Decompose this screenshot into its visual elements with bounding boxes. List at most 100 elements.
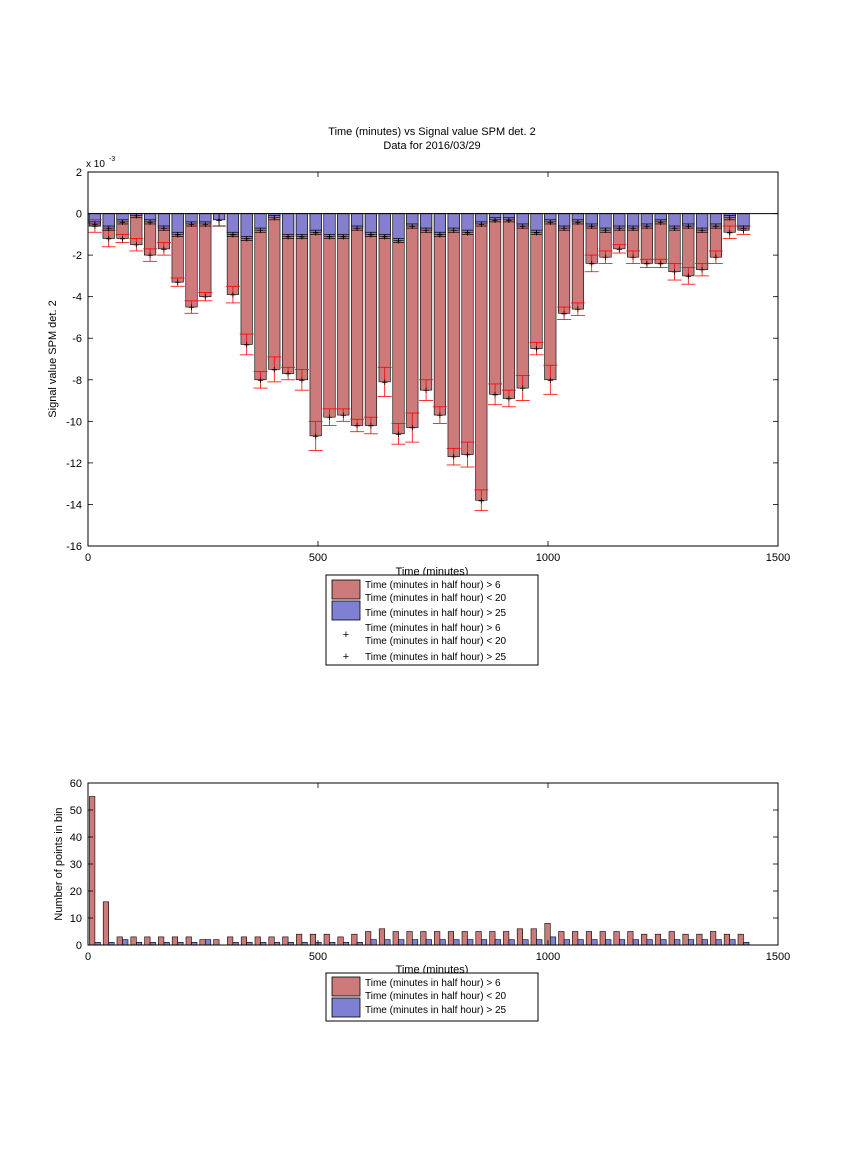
bottom-bar-blue: [563, 939, 570, 946]
top-marker-blue: +: [478, 219, 484, 231]
top-marker-red: +: [174, 277, 180, 289]
top-legend: Time (minutes in half hour) > 6 Time (min…: [325, 574, 539, 666]
bottom-bar-red: [572, 931, 579, 946]
top-marker-red: +: [506, 393, 512, 405]
bottom-x-tick-label: 1000: [536, 951, 560, 963]
bottom-bar-red: [144, 936, 151, 946]
top-marker-red: +: [616, 244, 622, 256]
top-marker-red: +: [271, 364, 277, 376]
top-marker-blue: +: [105, 223, 111, 235]
top-marker-red: +: [312, 431, 318, 443]
top-marker-red: +: [299, 375, 305, 387]
top-marker-red: +: [133, 240, 139, 252]
top-y-tick-label: -14: [66, 499, 82, 511]
bottom-y-tick-label: 0: [76, 940, 82, 952]
top-marker-blue: +: [285, 231, 291, 243]
top-marker-red: +: [644, 258, 650, 270]
top-marker-blue: +: [188, 219, 194, 231]
top-y-tick-label: 0: [76, 209, 82, 221]
top-bar-red: [489, 213, 502, 395]
top-y-tick-label: -6: [72, 333, 82, 345]
top-marker-red: +: [285, 369, 291, 381]
bottom-bar-red: [516, 928, 524, 946]
bottom-bar-blue: [384, 939, 391, 946]
bottom-bar-red: [599, 931, 606, 946]
bottom-bar-red: [351, 933, 358, 946]
bottom-bar-blue: [549, 936, 557, 946]
top-y-exponent: x 10 -3: [86, 156, 115, 170]
top-legend-label-1a: Time (minutes in half hour) > 6 Time (min…: [365, 580, 507, 604]
bottom-bar-blue: [425, 939, 432, 946]
bottom-bar-blue: [536, 939, 543, 946]
top-marker-red: +: [423, 385, 429, 397]
top-marker-red: +: [354, 420, 360, 432]
top-marker-red: +: [437, 410, 443, 422]
bottom-bar-red: [627, 931, 634, 946]
top-marker-blue: +: [147, 217, 153, 229]
bottom-bar-blue: [591, 939, 598, 946]
top-marker-blue: +: [644, 221, 650, 233]
bottom-y-axis-label: Number of points in bin: [53, 807, 65, 920]
top-legend-label-3a: Time (minutes in half hour) > 6 Time (min…: [365, 623, 507, 647]
bottom-bar-red: [544, 923, 551, 946]
top-legend-swatch-blue: [331, 600, 361, 621]
top-y-tick-label: -2: [72, 250, 82, 262]
top-marker-red: +: [230, 290, 236, 302]
top-bar-red: [475, 213, 488, 501]
top-bar-red: [309, 213, 322, 437]
top-marker-blue: +: [602, 225, 608, 237]
top-bar-red: [337, 213, 350, 416]
bottom-bar-red: [254, 936, 261, 946]
top-marker-red: +: [257, 375, 263, 387]
top-marker-red: +: [161, 244, 167, 256]
top-marker-blue: +: [547, 217, 553, 229]
bottom-legend-box: [325, 972, 539, 1022]
top-marker-blue: +: [671, 223, 677, 235]
bottom-bar-red: [392, 931, 399, 946]
legend-line: Time (minutes in half hour) < 20: [365, 636, 507, 647]
top-marker-red: +: [547, 375, 553, 387]
top-marker-blue: +: [616, 223, 622, 235]
top-bars-layer: [88, 213, 750, 501]
bottom-bar-red: [654, 933, 662, 946]
top-legend-marker-red: +: [343, 629, 349, 641]
top-marker-blue: +: [519, 221, 525, 233]
top-bar-red: [351, 213, 364, 426]
top-y-exponent-base: x 10: [86, 159, 105, 170]
bottom-bar-blue: [439, 939, 446, 946]
top-marker-blue: +: [312, 227, 318, 239]
top-legend-marker-blue: +: [343, 651, 349, 663]
bottom-bar-blue: [370, 939, 377, 946]
top-marker-red: +: [340, 410, 346, 422]
top-marker-blue: +: [368, 229, 374, 241]
top-x-tick-label: 1000: [536, 552, 560, 564]
top-marker-blue: +: [326, 231, 332, 243]
legend-line: Time (minutes in half hour) < 20: [365, 991, 507, 1002]
top-legend-label-2: Time (minutes in half hour) > 25: [365, 608, 507, 619]
bottom-bar-red: [434, 931, 441, 946]
bottom-bar-blue: [687, 939, 695, 946]
top-marker-red: +: [533, 344, 539, 356]
bottom-bar-red: [406, 931, 413, 946]
top-bar-red: [254, 213, 267, 381]
top-y-tick-label: -4: [72, 292, 82, 304]
bottom-x-tick-label: 1500: [766, 951, 790, 963]
top-marker-red: +: [450, 452, 456, 464]
top-marker-red: +: [243, 339, 249, 351]
bottom-bar-red: [116, 936, 123, 946]
bottom-bar-red: [641, 933, 648, 946]
top-marker-red: +: [119, 233, 125, 245]
top-marker-red: +: [699, 265, 705, 277]
top-legend-label-4: Time (minutes in half hour) > 25: [365, 652, 507, 663]
top-marker-blue: +: [409, 221, 415, 233]
top-bar-red: [461, 213, 474, 455]
top-marker-red: +: [368, 420, 374, 432]
bottom-bar-blue: [660, 939, 667, 946]
top-marker-red: +: [519, 383, 525, 395]
bottom-bar-red: [282, 936, 289, 946]
bottom-y-tick-label: 30: [70, 859, 82, 871]
top-marker-blue: +: [533, 227, 539, 239]
top-marker-blue: +: [657, 217, 663, 229]
bottom-bar-red: [503, 931, 510, 946]
bottom-legend-swatch-red: [331, 976, 361, 997]
